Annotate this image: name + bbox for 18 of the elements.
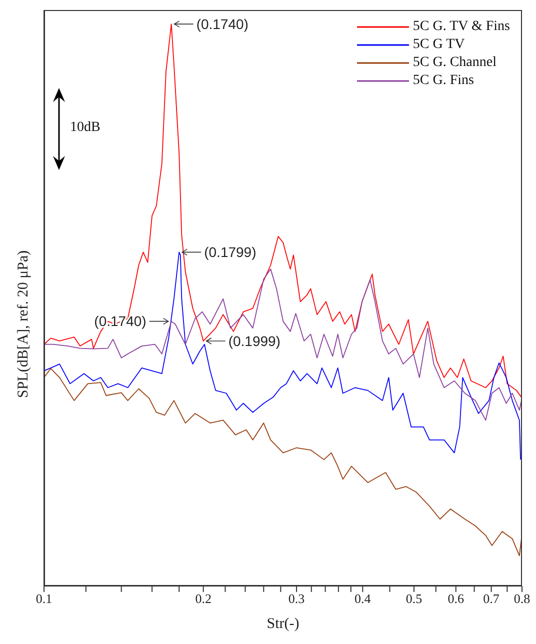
legend-label: 5C G. Channel: [412, 54, 496, 72]
x-tick-label: 0.3: [288, 591, 305, 606]
x-tick-label: 0.8: [514, 591, 530, 606]
legend-label: 5C G. TV & Fins: [412, 18, 510, 36]
y-axis-title: SPL(dB[A], ref. 20 μPa): [15, 250, 32, 398]
x-tick-label: 0.5: [406, 591, 422, 606]
x-axis-title: Str(-): [266, 616, 300, 632]
annotation: (0.1999): [228, 332, 280, 349]
legend-label: 5C G. Fins: [412, 72, 474, 90]
x-tick-label: 0.6: [448, 591, 464, 606]
legend-label: 5C G TV: [412, 36, 465, 54]
annotation: 10dB: [70, 120, 100, 136]
x-tick-label: 0.1: [36, 591, 52, 606]
annotation: (0.1740): [196, 16, 248, 32]
x-tick-label: 0.2: [195, 591, 212, 606]
annotation: (0.1799): [204, 244, 256, 260]
x-tick-label: 0.7: [483, 591, 500, 606]
x-tick-label: 0.4: [354, 591, 372, 606]
